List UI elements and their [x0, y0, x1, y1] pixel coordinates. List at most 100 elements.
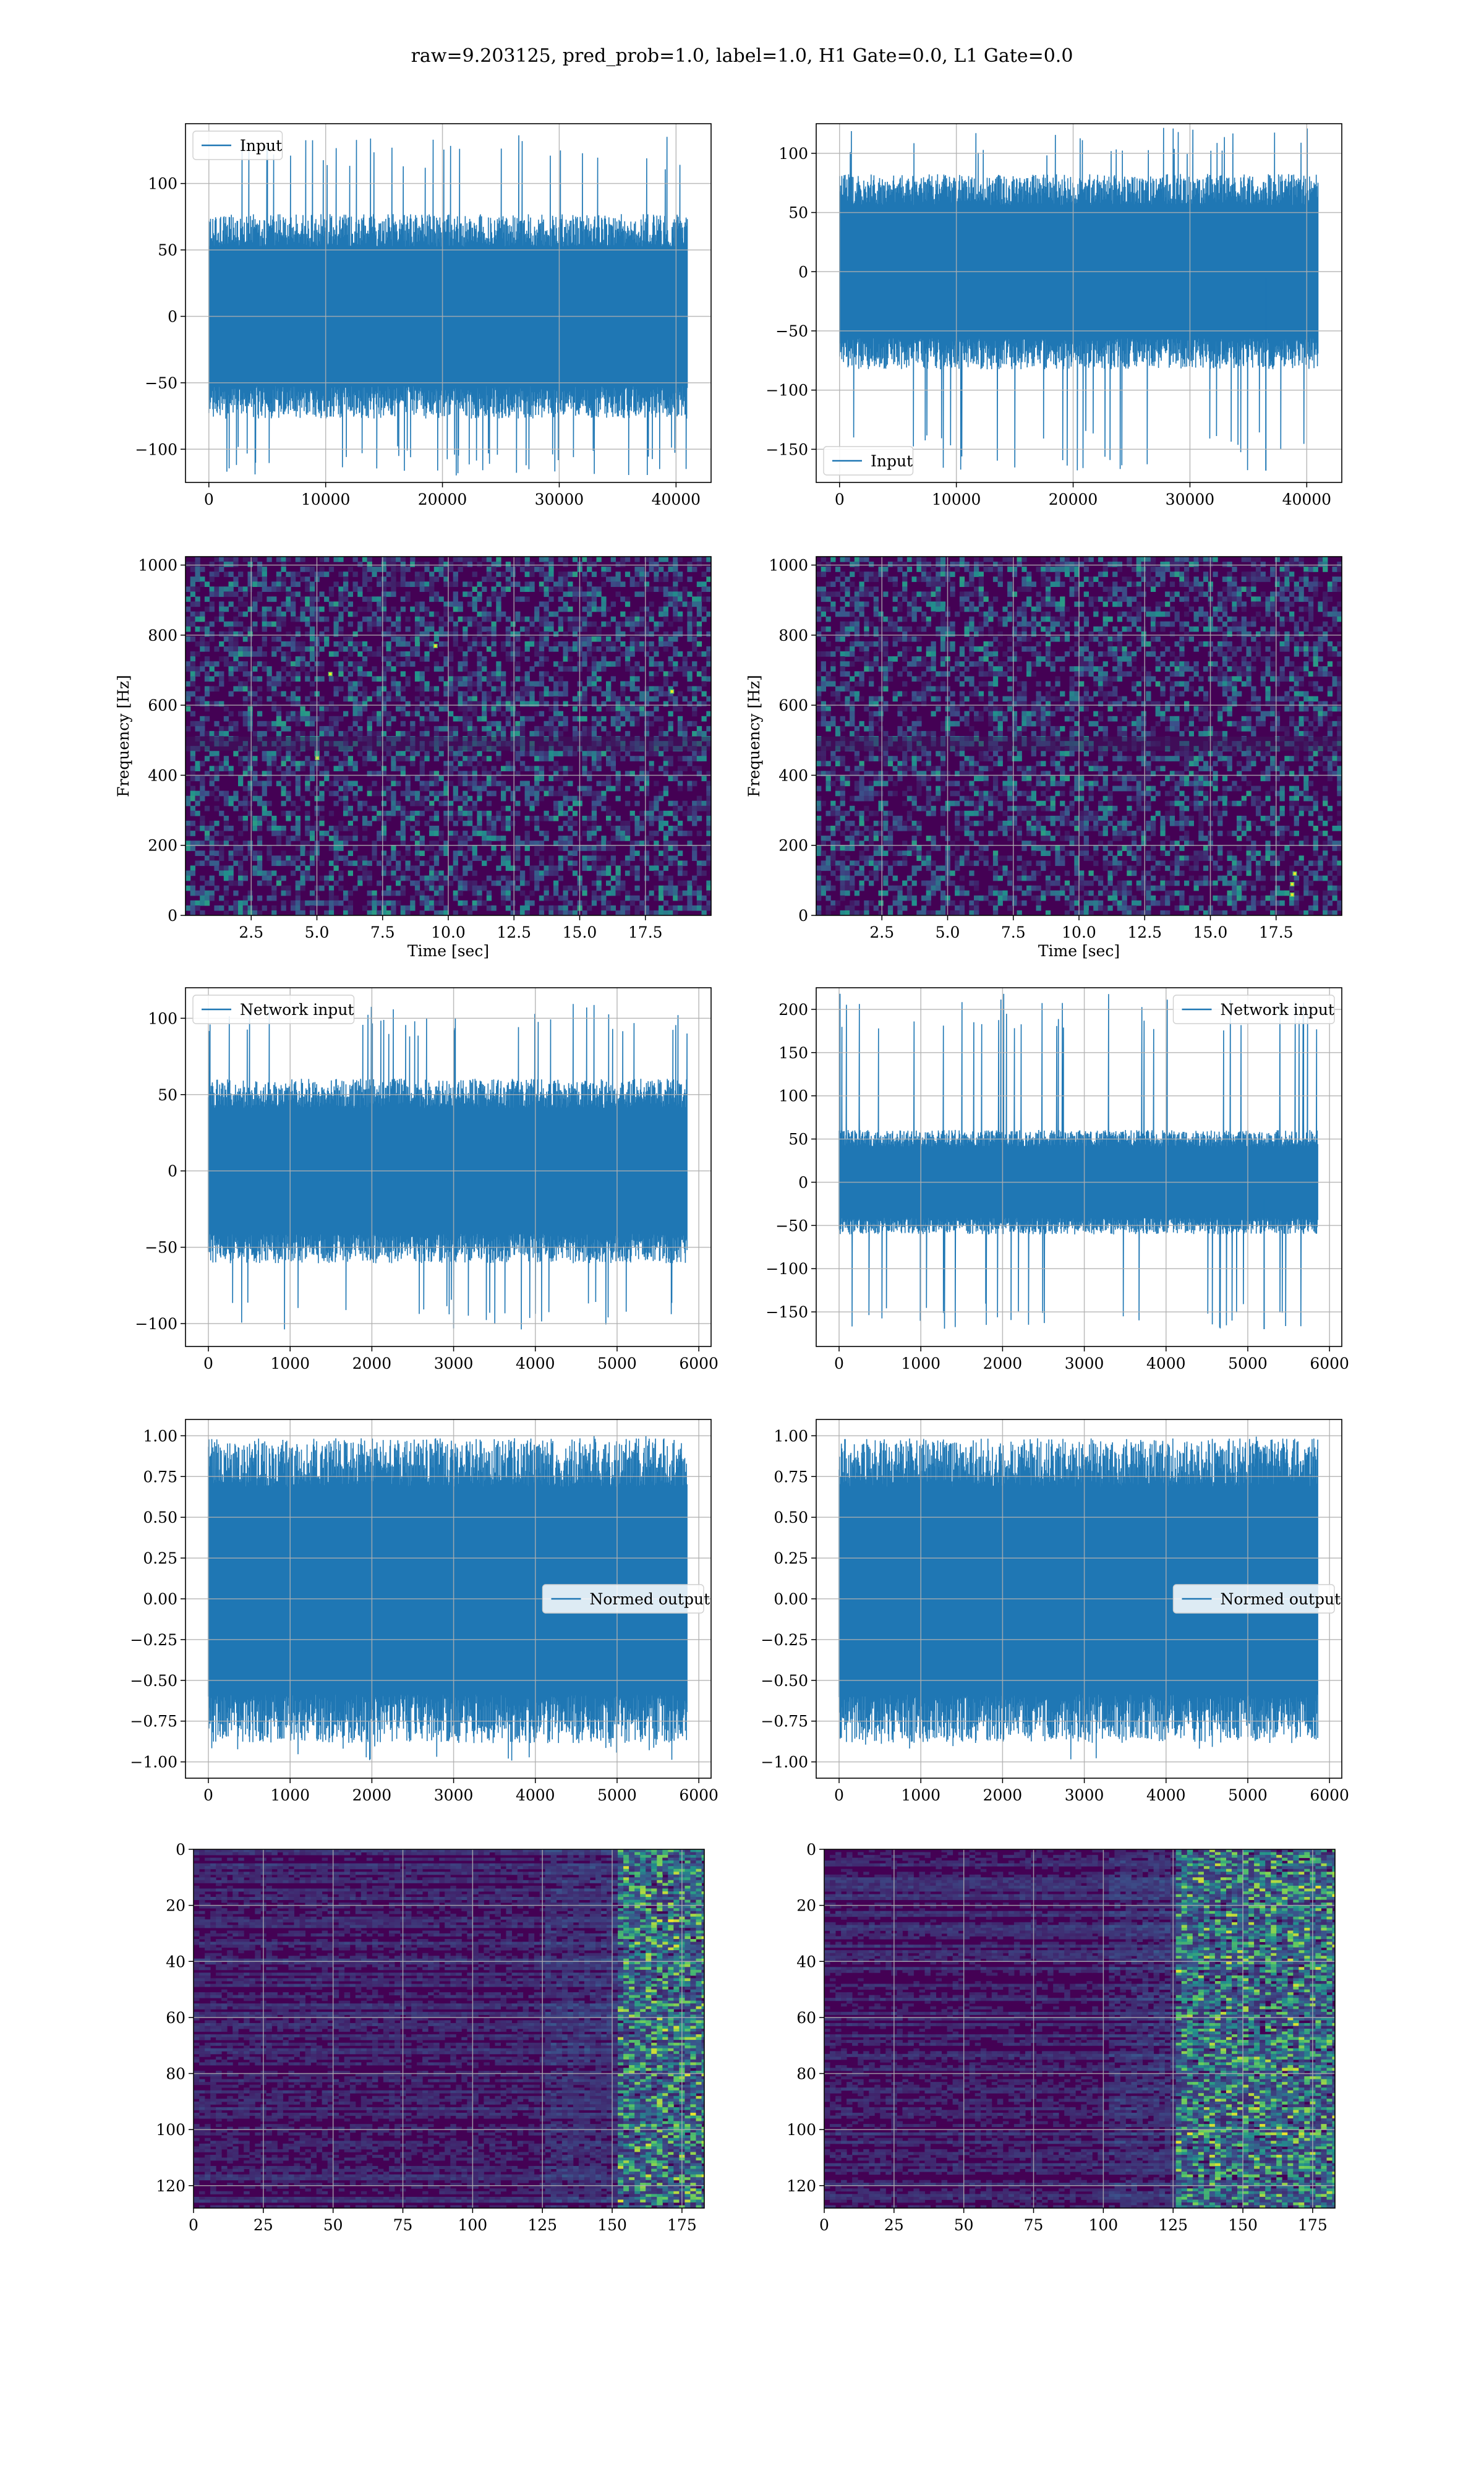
spectrogram-cell	[190, 616, 195, 622]
spectrogram-cell	[486, 875, 492, 881]
spectrogram-cell	[438, 895, 444, 901]
spectrogram-cell	[911, 880, 917, 886]
spectrogram-cell	[544, 686, 549, 692]
spectrogram-cell	[544, 756, 549, 761]
spectrogram-cell	[219, 850, 224, 856]
spectrogram-cell	[472, 890, 477, 896]
spectrogram-cell	[286, 716, 291, 722]
spectrogram-cell	[238, 661, 244, 667]
spectrogram-cell	[539, 845, 545, 851]
spectrogram-cell	[544, 601, 549, 607]
spectrogram-cell	[563, 716, 568, 722]
spectrogram-cell	[639, 785, 645, 792]
spectrogram-cell	[276, 557, 282, 562]
spectrogram-cell	[391, 890, 396, 896]
spectrogram-cell	[424, 845, 430, 851]
spectrogram-cell	[328, 701, 335, 707]
spectrogram-cell	[596, 855, 602, 861]
spectrogram-cell	[926, 790, 931, 797]
spectrogram-cell	[410, 562, 416, 567]
spectrogram-cell	[209, 841, 215, 846]
spectrogram-cell	[242, 870, 248, 876]
spectrogram-cell	[429, 826, 435, 831]
spectrogram-cell	[200, 776, 205, 782]
spectrogram-cell	[453, 581, 458, 587]
spectrogram-cell	[859, 870, 864, 876]
spectrogram-cell	[687, 885, 693, 891]
spectrogram-cell	[825, 606, 831, 612]
spectrogram-cell	[482, 726, 487, 732]
spectrogram-cell	[587, 567, 592, 572]
spectrogram-cell	[534, 850, 540, 856]
spectrogram-cell	[539, 730, 545, 737]
spectrogram-cell	[372, 890, 377, 896]
spectrogram-cell	[343, 826, 349, 831]
spectrogram-cell	[568, 815, 573, 821]
spectrogram-cell	[214, 701, 220, 707]
spectrogram-cell	[692, 686, 697, 692]
spectrogram-cell	[902, 681, 908, 687]
spectrogram-cell	[309, 776, 315, 782]
spectrogram-cell	[510, 646, 516, 652]
spectrogram-cell	[195, 800, 200, 807]
spectrogram-cell	[845, 661, 850, 667]
spectrogram-cell	[233, 661, 239, 667]
spectrogram-cell	[892, 691, 898, 697]
spectrogram-cell	[448, 836, 454, 841]
spectrogram-cell	[515, 756, 521, 761]
spectrogram-cell	[410, 636, 416, 642]
spectrogram-cell	[911, 841, 917, 846]
spectrogram-cell	[510, 730, 516, 737]
spectrogram-cell	[242, 611, 248, 617]
spectrogram-cell	[228, 621, 234, 627]
spectrogram-cell	[419, 721, 425, 727]
spectrogram-cell	[238, 875, 244, 881]
spectrogram-cell	[629, 611, 635, 617]
spectrogram-cell	[400, 651, 406, 657]
spectrogram-cell	[644, 836, 650, 841]
spectrogram-cell	[572, 631, 578, 637]
spectrogram-cell	[291, 581, 296, 587]
spectrogram-cell	[931, 567, 936, 572]
spectrogram-cell	[668, 596, 673, 602]
spectrogram-cell	[539, 641, 545, 647]
spectrogram-cell	[897, 885, 903, 891]
spectrogram-cell	[386, 785, 391, 792]
spectrogram-cell	[706, 890, 711, 896]
spectrogram-cell	[668, 671, 673, 677]
spectrogram-cell	[482, 666, 487, 672]
spectrogram-cell	[410, 751, 416, 756]
spectrogram-cell	[840, 716, 845, 722]
spectrogram-cell	[305, 815, 310, 821]
spectrogram-cell	[463, 581, 468, 587]
spectrogram-cell	[186, 626, 191, 632]
spectrogram-cell	[467, 671, 473, 677]
spectrogram-cell	[448, 870, 454, 876]
spectrogram-cell	[911, 696, 917, 702]
spectrogram-cell	[845, 826, 850, 831]
spectrogram-cell	[639, 606, 645, 612]
spectrogram-cell	[262, 815, 267, 821]
spectrogram-cell	[429, 626, 435, 632]
spectrogram-cell	[291, 761, 296, 766]
spectrogram-cell	[338, 820, 344, 826]
spectrogram-cell	[209, 836, 215, 841]
spectrogram-cell	[381, 800, 387, 807]
spectrogram-cell	[195, 905, 200, 911]
spectrogram-cell	[300, 641, 305, 647]
spectrogram-cell	[204, 716, 210, 722]
spectrogram-cell	[587, 641, 592, 647]
spectrogram-cell	[333, 616, 339, 622]
spectrogram-cell	[634, 616, 640, 622]
spectrogram-cell	[878, 900, 884, 906]
spectrogram-cell	[458, 815, 463, 821]
spectrogram-cell	[195, 651, 200, 657]
spectrogram-cell	[190, 841, 195, 846]
spectrogram-cell	[458, 691, 463, 697]
spectrogram-cell	[496, 596, 501, 602]
spectrogram-cell	[467, 621, 473, 627]
x-tick-label: 0	[204, 490, 214, 508]
spectrogram-cell	[328, 790, 335, 797]
spectrogram-cell	[931, 581, 936, 587]
spectrogram-cell	[883, 751, 889, 756]
